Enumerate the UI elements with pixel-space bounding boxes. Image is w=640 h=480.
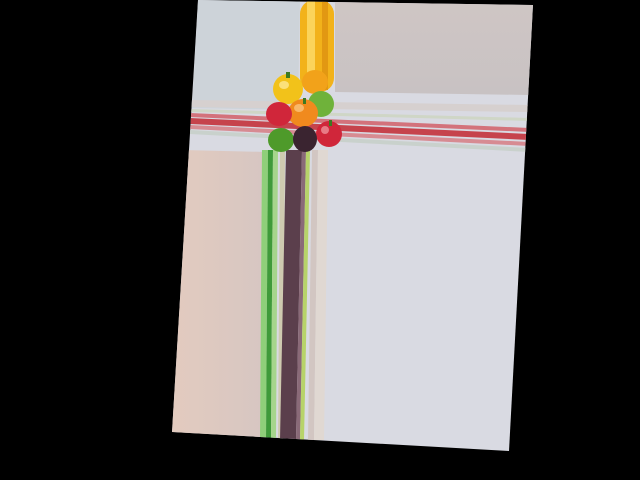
pepper-cluster [266,70,342,152]
orange-yellow-pepper [302,70,328,94]
dark-pepper [293,126,317,152]
top-right-region [335,0,533,95]
yellow-pepper [273,74,303,104]
top-left-region [192,0,300,110]
left-region [172,150,268,440]
green-pepper-bottom [268,128,294,152]
red-pepper-left [266,102,292,126]
vertical-streaks [260,150,328,440]
tilted-photo [172,0,533,451]
yellow-vertical-streak [300,0,334,92]
